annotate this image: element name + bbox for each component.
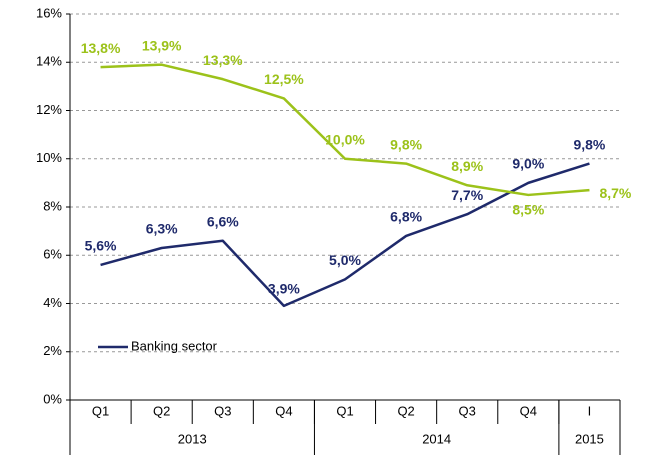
x-tick-label: I <box>588 403 592 418</box>
data-label: 6,8% <box>390 209 422 225</box>
group-label: 2014 <box>422 431 451 446</box>
data-label: 9,8% <box>573 136 605 152</box>
y-tick-label: 14% <box>36 54 62 69</box>
data-label: 5,6% <box>85 238 117 254</box>
data-label: 10,0% <box>325 131 365 147</box>
x-tick-label: Q1 <box>336 403 353 418</box>
y-tick-label: 12% <box>36 102 62 117</box>
y-tick-label: 6% <box>43 247 62 262</box>
x-tick-label: Q4 <box>520 403 537 418</box>
series-line <box>100 162 590 308</box>
x-tick-label: Q2 <box>153 403 170 418</box>
y-tick-label: 2% <box>43 343 62 358</box>
data-label: 8,5% <box>512 202 544 218</box>
x-tick-label: Q1 <box>92 403 109 418</box>
data-label: 13,3% <box>203 52 243 68</box>
series-line <box>100 63 590 197</box>
data-label: 3,9% <box>268 281 300 297</box>
x-tick-label: Q4 <box>275 403 292 418</box>
group-label: 2015 <box>575 431 604 446</box>
data-label: 8,7% <box>599 185 631 201</box>
x-tick-label: Q2 <box>397 403 414 418</box>
x-tick-label: Q3 <box>459 403 476 418</box>
x-tick-label: Q3 <box>214 403 231 418</box>
y-tick-label: 16% <box>36 5 62 20</box>
y-tick-label: 10% <box>36 150 62 165</box>
data-label: 6,6% <box>207 213 239 229</box>
data-label: 7,7% <box>451 187 483 203</box>
data-label: 13,8% <box>81 40 121 56</box>
group-label: 2013 <box>178 431 207 446</box>
data-label: 5,0% <box>329 252 361 268</box>
data-label: 13,9% <box>142 37 182 53</box>
legend-label: Banking sector <box>131 338 218 353</box>
data-label: 8,9% <box>451 158 483 174</box>
y-tick-label: 8% <box>43 198 62 213</box>
data-label: 12,5% <box>264 71 304 87</box>
data-label: 9,0% <box>512 156 544 172</box>
data-label: 6,3% <box>146 221 178 237</box>
y-tick-label: 0% <box>43 391 62 406</box>
data-label: 9,8% <box>390 136 422 152</box>
y-tick-label: 4% <box>43 295 62 310</box>
